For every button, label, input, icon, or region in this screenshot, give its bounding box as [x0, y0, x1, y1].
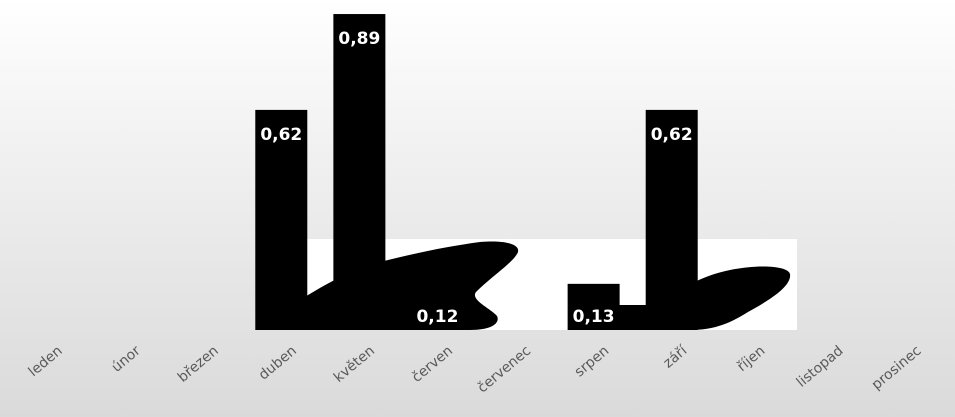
category-label-6: červenec: [475, 343, 534, 396]
value-label-3: 0,62: [260, 125, 302, 145]
category-label-4: květen: [331, 343, 378, 386]
bar-7: [567, 283, 620, 330]
value-label-4: 0,89: [338, 29, 380, 49]
value-labels-group: 0,62 0,89 0,12 0,13 0,62: [260, 29, 692, 327]
value-label-5: 0,12: [416, 307, 458, 327]
category-label-7: srpen: [572, 343, 612, 381]
value-label-7: 0,13: [573, 307, 615, 327]
bar-3: [255, 109, 308, 331]
category-label-1: únor: [109, 343, 144, 376]
bars-group: [255, 14, 698, 331]
category-label-8: září: [660, 342, 691, 371]
bar-4: [333, 14, 386, 331]
value-label-8: 0,62: [651, 125, 693, 145]
category-label-2: březen: [175, 343, 222, 386]
bar-5: [411, 287, 464, 330]
category-label-11: prosinec: [869, 343, 925, 393]
category-label-9: říjen: [734, 343, 768, 375]
category-label-3: duben: [256, 343, 300, 384]
category-labels-group: leden únor březen duben květen červen červenec…: [26, 342, 925, 396]
category-label-0: leden: [26, 343, 66, 380]
category-label-5: červen: [409, 343, 456, 386]
bar-8: [645, 109, 698, 331]
category-label-10: listopad: [794, 343, 847, 391]
